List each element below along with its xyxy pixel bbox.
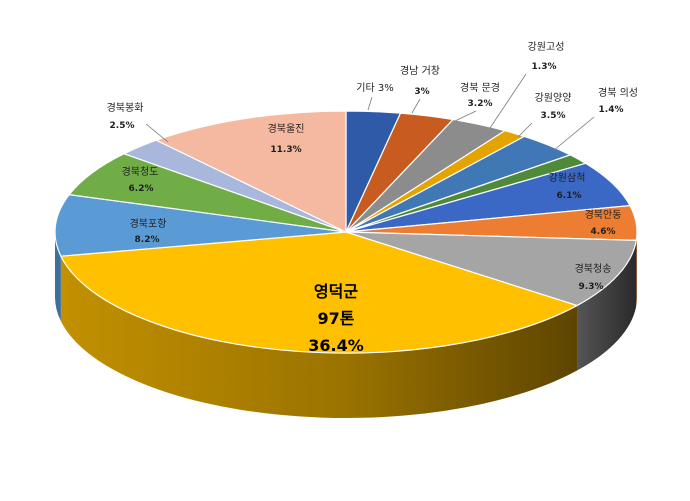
leader-line — [145, 123, 169, 143]
leader-line — [367, 96, 373, 111]
pie-slice-side — [577, 240, 637, 371]
slice-percent: 2.5% — [110, 121, 135, 131]
slice-percent: 6.2% — [129, 184, 154, 194]
slice-percent: 9.3% — [579, 282, 604, 292]
pie-slice-side — [636, 232, 637, 306]
slice-percent: 6.1% — [557, 191, 582, 201]
pie-slices — [54, 110, 638, 354]
slice-percent: 8.2% — [135, 235, 160, 245]
slice-label: 경북청도 — [122, 165, 159, 178]
leader-line — [489, 73, 527, 129]
leader-line — [517, 122, 533, 138]
slice-percent: 1.4% — [599, 105, 624, 115]
slice-percent: 3.2% — [468, 99, 493, 109]
leader-line — [411, 98, 421, 114]
slice-label: 강원고성 — [528, 41, 565, 53]
slice-label: 영덕군 — [314, 282, 358, 301]
slice-label: 경북 문경 — [460, 81, 500, 94]
pie-slice — [154, 110, 347, 233]
leader-line — [454, 110, 477, 122]
pie-slice — [345, 231, 638, 307]
pie-slice — [54, 193, 347, 257]
slice-amount: 97톤 — [318, 309, 355, 328]
slice-percent: 1.3% — [532, 62, 557, 72]
pie-slice — [59, 231, 579, 354]
leader-line — [552, 116, 595, 152]
slice-labels: 기타 3% 경남 거창 3% 경북 문경 3.2% 강원고성 1.3% 강원양양 3.5% 경북 … — [107, 41, 638, 355]
slice-percent: 3% — [414, 87, 429, 97]
slice-label: 강원양양 — [535, 92, 572, 104]
slice-label: 강원삼척 — [549, 172, 586, 184]
slice-percent: 36.4% — [308, 336, 364, 355]
slice-label: 경북울진 — [268, 122, 305, 135]
slice-percent: 4.6% — [591, 227, 616, 237]
pie-slice-side — [60, 256, 578, 419]
slice-label: 경북청송 — [575, 262, 612, 275]
slice-percent: 3.5% — [541, 111, 566, 121]
slice-label: 경북안동 — [585, 208, 622, 221]
slice-percent: 11.3% — [270, 145, 301, 155]
slice-label: 경북 의성 — [598, 86, 638, 99]
slice-label: 경남 거창 — [400, 64, 440, 77]
slice-label: 경북포항 — [130, 217, 167, 230]
slice-label: 기타 3% — [356, 82, 393, 94]
leader-lines — [145, 73, 595, 152]
slice-label: 경북봉화 — [107, 101, 144, 114]
